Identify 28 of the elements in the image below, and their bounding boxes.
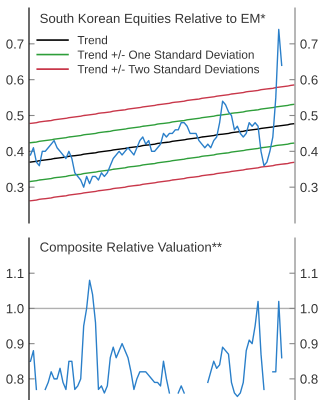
- line-series: [30, 162, 294, 202]
- line-series: [30, 104, 294, 144]
- y2-tick-label: 0.6: [300, 75, 318, 85]
- y-tick-label: 1.1: [6, 268, 24, 278]
- y2-tick-label: 0.4: [300, 146, 318, 156]
- y2-tick-label: 1.1: [300, 268, 318, 278]
- y-tick-label: 0.3: [6, 182, 24, 192]
- y-tick-label: 0.7: [6, 39, 24, 49]
- y-tick-label: 0.6: [6, 75, 24, 85]
- y-tick-label: 0.5: [6, 111, 24, 120]
- y2-tick-label: 0.3: [300, 182, 318, 192]
- y-tick-label: 0.9: [6, 339, 24, 349]
- y-tick-label: 1.0: [6, 304, 24, 314]
- y-tick-label: 0.8: [6, 374, 24, 384]
- chart-title: South Korean Equities Relative to EM*: [40, 13, 266, 26]
- y2-tick-label: 0.8: [300, 374, 318, 384]
- legend-label: Trend +/- One Standard Deviation: [78, 50, 254, 59]
- y2-tick-label: 0.7: [300, 39, 318, 49]
- y2-tick-label: 0.9: [300, 339, 318, 349]
- chart-title: Composite Relative Valuation**: [40, 242, 222, 254]
- y2-tick-label: 1.0: [300, 304, 318, 314]
- line-series: [30, 84, 294, 124]
- line-series: [30, 28, 282, 188]
- y-tick-label: 0.4: [6, 146, 24, 156]
- legend-label: Trend +/- Two Standard Deviations: [78, 64, 260, 74]
- legend-label: Trend: [78, 36, 108, 44]
- line-series: [30, 142, 294, 182]
- y2-tick-label: 0.5: [300, 111, 318, 120]
